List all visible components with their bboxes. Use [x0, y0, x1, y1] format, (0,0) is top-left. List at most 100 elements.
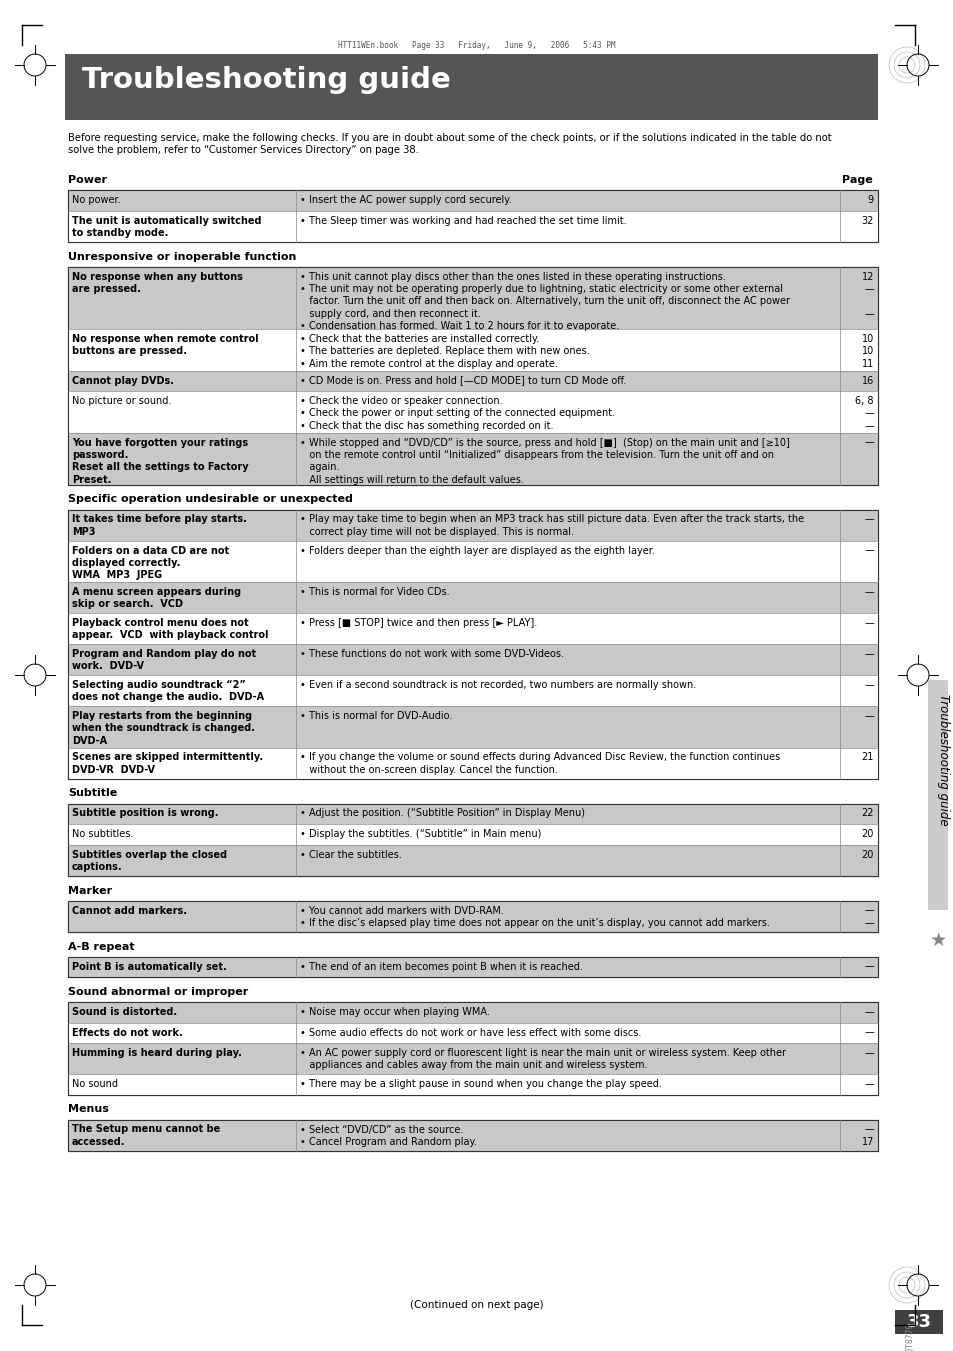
Text: —: — [863, 438, 873, 447]
Bar [68, 901, 877, 931]
Bar [68, 509, 877, 540]
Bar [68, 1002, 877, 1023]
Text: —
—: — — [863, 905, 873, 928]
Text: Specific operation undesirable or unexpected: Specific operation undesirable or unexpe… [68, 494, 353, 504]
Text: Program and Random play do not
work.  DVD-V: Program and Random play do not work. DVD… [71, 648, 255, 671]
Bar [68, 824, 877, 844]
Bar [68, 582, 877, 613]
Text: Troubleshooting guide: Troubleshooting guide [937, 694, 949, 825]
Text: 20: 20 [861, 850, 873, 859]
Text: —: — [863, 680, 873, 690]
Text: No power.: No power. [71, 195, 120, 205]
Text: Humming is heard during play.: Humming is heard during play. [71, 1048, 242, 1058]
Text: • This is normal for DVD-Audio.: • This is normal for DVD-Audio. [299, 711, 452, 721]
Text: • This unit cannot play discs other than the ones listed in these operating inst: • This unit cannot play discs other than… [299, 272, 789, 331]
Bar [68, 957, 877, 977]
Text: Sound abnormal or improper: Sound abnormal or improper [68, 988, 248, 997]
Text: —: — [863, 962, 873, 971]
Text: No picture or sound.: No picture or sound. [71, 396, 172, 407]
Text: 20: 20 [861, 830, 873, 839]
Text: Subtitle: Subtitle [68, 789, 117, 798]
Text: 22: 22 [861, 808, 873, 819]
Bar [68, 901, 877, 931]
Bar [68, 1043, 877, 1074]
Text: Power: Power [68, 176, 107, 185]
Bar [68, 190, 877, 211]
Text: • The Sleep timer was working and had reached the set time limit.: • The Sleep timer was working and had re… [299, 216, 626, 226]
Text: Sound is distorted.: Sound is distorted. [71, 1006, 177, 1017]
Bar [68, 1074, 877, 1094]
Text: • Adjust the position. (“Subtitle Position” in Display Menu): • Adjust the position. (“Subtitle Positi… [299, 808, 584, 819]
Bar [68, 432, 877, 485]
Bar [68, 266, 877, 485]
Text: —: — [863, 586, 873, 597]
Text: —: — [863, 1028, 873, 1038]
Text: • Clear the subtitles.: • Clear the subtitles. [299, 850, 401, 859]
Text: • Press [■ STOP] twice and then press [► PLAY].: • Press [■ STOP] twice and then press [►… [299, 617, 537, 628]
Bar [68, 644, 877, 676]
Text: A-B repeat: A-B repeat [68, 942, 134, 951]
Text: Cannot add markers.: Cannot add markers. [71, 905, 187, 916]
Bar [68, 509, 877, 778]
Text: Play restarts from the beginning
when the soundtrack is changed.
DVD-A: Play restarts from the beginning when th… [71, 711, 254, 746]
Bar [927, 680, 947, 911]
Bar [68, 211, 877, 242]
Text: Point B is automatically set.: Point B is automatically set. [71, 962, 227, 971]
Text: • Some audio effects do not work or have less effect with some discs.: • Some audio effects do not work or have… [299, 1028, 640, 1038]
Text: 6, 8
—
—: 6, 8 — — [855, 396, 873, 431]
Bar [68, 1002, 877, 1094]
Text: 33: 33 [905, 1313, 930, 1331]
Text: —: — [863, 617, 873, 628]
Text: (Continued on next page): (Continued on next page) [410, 1300, 543, 1310]
Text: No sound: No sound [71, 1079, 118, 1089]
Text: • Check that the batteries are installed correctly.
• The batteries are depleted: • Check that the batteries are installed… [299, 334, 589, 369]
Bar [68, 540, 877, 582]
Bar [68, 804, 877, 824]
Bar [68, 390, 877, 432]
Text: The Setup menu cannot be
accessed.: The Setup menu cannot be accessed. [71, 1124, 220, 1147]
Text: Unresponsive or inoperable function: Unresponsive or inoperable function [68, 251, 296, 262]
Text: No response when any buttons
are pressed.: No response when any buttons are pressed… [71, 272, 243, 295]
Text: 9: 9 [867, 195, 873, 205]
Bar [68, 707, 877, 747]
Text: • Insert the AC power supply cord securely.: • Insert the AC power supply cord secure… [299, 195, 511, 205]
Bar [68, 190, 877, 242]
Text: RQT8779: RQT8779 [904, 1323, 914, 1351]
Text: • While stopped and “DVD/CD” is the source, press and hold [■]  (Stop) on the ma: • While stopped and “DVD/CD” is the sour… [299, 438, 789, 485]
Text: Troubleshooting guide: Troubleshooting guide [82, 66, 450, 95]
Text: Scenes are skipped intermittently.
DVD-VR  DVD-V: Scenes are skipped intermittently. DVD-V… [71, 753, 263, 775]
Text: 16: 16 [861, 376, 873, 385]
Text: • Check the video or speaker connection.
• Check the power or input setting of t: • Check the video or speaker connection.… [299, 396, 615, 431]
Bar [68, 266, 877, 485]
Text: Cannot play DVDs.: Cannot play DVDs. [71, 376, 173, 385]
Bar [68, 844, 877, 875]
Text: It takes time before play starts.
MP3: It takes time before play starts. MP3 [71, 515, 247, 536]
Bar [68, 613, 877, 644]
Text: • Select “DVD/CD” as the source.
• Cancel Program and Random play.: • Select “DVD/CD” as the source. • Cance… [299, 1124, 476, 1147]
Text: Before requesting service, make the following checks. If you are in doubt about : Before requesting service, make the foll… [68, 132, 831, 155]
Text: • An AC power supply cord or fluorescent light is near the main unit or wireless: • An AC power supply cord or fluorescent… [299, 1048, 785, 1070]
Bar [68, 370, 877, 390]
Text: —: — [863, 546, 873, 555]
Text: • These functions do not work with some DVD-Videos.: • These functions do not work with some … [299, 648, 563, 659]
Bar [68, 1120, 877, 1151]
Text: Folders on a data CD are not
displayed correctly.
WMA  MP3  JPEG: Folders on a data CD are not displayed c… [71, 546, 229, 581]
Text: Effects do not work.: Effects do not work. [71, 1028, 183, 1038]
Text: • This is normal for Video CDs.: • This is normal for Video CDs. [299, 586, 449, 597]
Text: —: — [863, 648, 873, 659]
Text: Page: Page [841, 176, 872, 185]
Text: HTT11WEn.book   Page 33   Friday,   June 9,   2006   5:43 PM: HTT11WEn.book Page 33 Friday, June 9, 20… [338, 42, 615, 50]
Text: Subtitle position is wrong.: Subtitle position is wrong. [71, 808, 218, 819]
Bar [68, 266, 877, 330]
Bar [68, 509, 877, 778]
Bar [68, 676, 877, 707]
Text: • Folders deeper than the eighth layer are displayed as the eighth layer.: • Folders deeper than the eighth layer a… [299, 546, 654, 555]
Text: • CD Mode is on. Press and hold [—CD MODE] to turn CD Mode off.: • CD Mode is on. Press and hold [—CD MOD… [299, 376, 625, 385]
Text: —: — [863, 515, 873, 524]
Text: —: — [863, 711, 873, 721]
Text: • You cannot add markers with DVD-RAM.
• If the disc’s elapsed play time does no: • You cannot add markers with DVD-RAM. •… [299, 905, 769, 928]
Text: 21: 21 [861, 753, 873, 762]
Text: ★: ★ [928, 931, 945, 950]
Bar [65, 54, 877, 120]
Bar [68, 1002, 877, 1094]
